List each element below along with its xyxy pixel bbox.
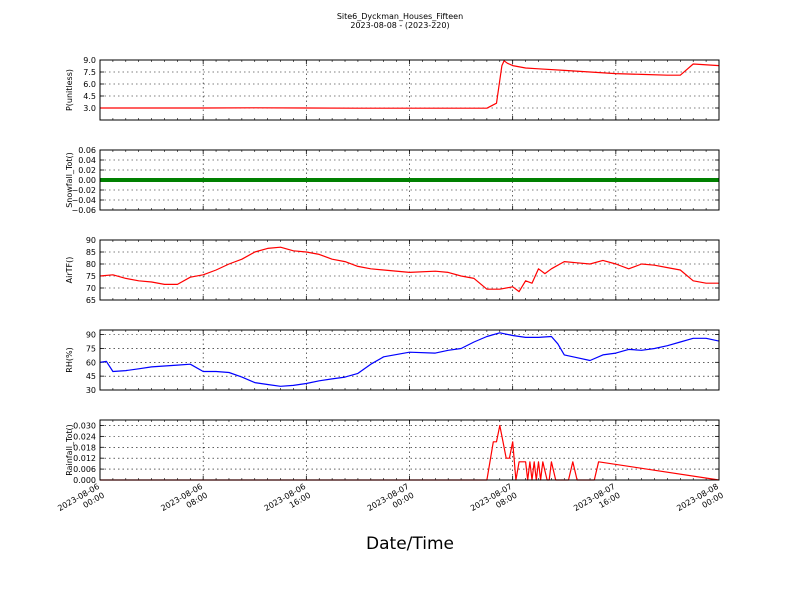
y-tick-label: −0.04 [71, 196, 96, 205]
axes-frame-2 [99, 149, 720, 211]
y-tick-label: 80 [86, 260, 96, 269]
y-tick-label: 4.5 [83, 92, 96, 101]
x-tick-label: 2023-08-0608:00 [159, 482, 209, 522]
y-tick-label: 3.0 [83, 104, 96, 113]
series-line-4 [99, 332, 720, 387]
axes-frame-5 [99, 419, 720, 481]
y-tick-label: 0.02 [78, 166, 96, 175]
x-tick-label: 2023-08-0708:00 [469, 482, 519, 522]
series-line-1 [100, 60, 720, 109]
y-tick-label: 45 [86, 372, 96, 381]
y-tick-label: 90 [86, 331, 96, 340]
x-tick-label: 2023-08-0616:00 [263, 482, 313, 522]
y-tick-label: 75 [86, 344, 96, 353]
y-tick-label: 85 [86, 248, 96, 257]
y-tick-label: −0.02 [71, 186, 96, 195]
y-tick-label: 0.06 [78, 146, 96, 155]
y-axis-label-5: Rainfall_Tot() [65, 424, 74, 476]
y-tick-label: 0.030 [73, 421, 96, 430]
y-tick-label: 0.024 [73, 432, 96, 441]
y-tick-label: −0.06 [71, 206, 96, 215]
axes-frame-3 [99, 239, 720, 301]
y-axis-label-4: RH(%) [65, 347, 74, 372]
y-tick-label: 60 [86, 358, 96, 367]
y-axis-label-1: P(unitless) [65, 69, 74, 111]
y-tick-label: 75 [86, 272, 96, 281]
y-tick-label: 0.018 [73, 443, 96, 452]
axes-frame-1 [99, 59, 720, 121]
y-tick-label: 6.0 [83, 80, 96, 89]
y-tick-label: 90 [86, 236, 96, 245]
y-tick-label: 0.000 [73, 476, 96, 485]
y-tick-label: 7.5 [83, 68, 96, 77]
y-tick-label: 9.0 [83, 56, 96, 65]
y-tick-label: 65 [86, 296, 96, 305]
y-tick-label: 0.00 [78, 176, 96, 185]
y-tick-label: 30 [86, 386, 96, 395]
y-tick-label: 0.04 [78, 156, 96, 165]
x-tick-label: 2023-08-0800:00 [675, 482, 725, 522]
y-tick-label: 0.006 [73, 465, 96, 474]
axes-frame-4 [99, 329, 720, 391]
y-axis-label-2: Snowfall_Tot() [65, 152, 74, 208]
y-axis-label-3: AirTF() [65, 257, 74, 284]
y-tick-label: 70 [86, 284, 96, 293]
x-tick-label: 2023-08-0600:00 [56, 482, 106, 522]
x-tick-label: 2023-08-0716:00 [572, 482, 622, 522]
x-axis-label: Date/Time [366, 534, 454, 554]
series-line-3 [99, 246, 719, 293]
y-tick-label: 0.012 [73, 454, 96, 463]
chart-subtitle: 2023-08-08 - (2023-220) [350, 21, 450, 30]
x-tick-label: 2023-08-0700:00 [366, 482, 416, 522]
chart-title: Site6_Dyckman_Houses_Fifteen [336, 12, 464, 21]
